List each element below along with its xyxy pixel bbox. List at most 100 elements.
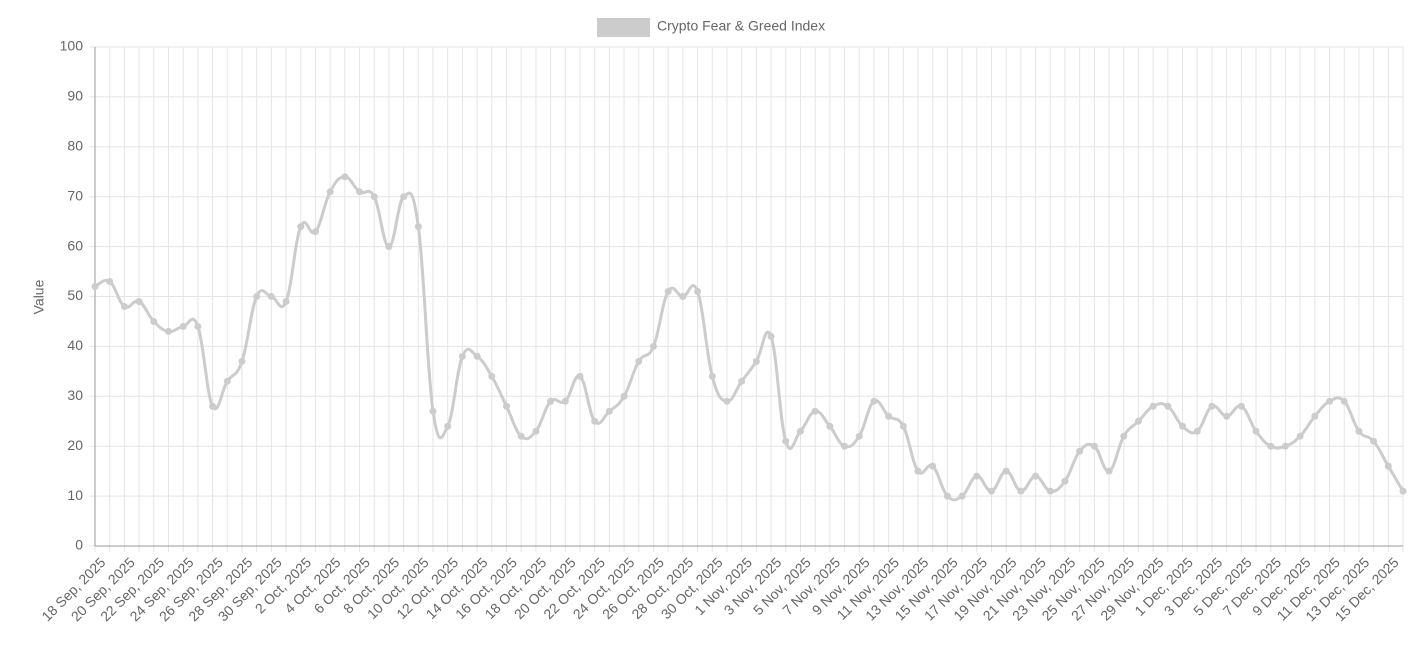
data-point [473,352,481,360]
data-point [1179,422,1187,430]
data-point [1017,487,1025,495]
data-point [326,188,334,196]
data-point [723,397,731,405]
data-point [91,283,99,291]
data-point [694,288,702,296]
data-point [973,472,981,480]
series-line [94,175,1405,502]
y-tick-label: 60 [67,237,83,253]
data-point [311,228,319,236]
data-point [1134,417,1142,425]
data-point [620,392,628,400]
data-point [356,188,364,196]
data-point [841,442,849,450]
data-point [488,372,496,380]
data-point [1223,412,1231,420]
y-tick-label: 100 [60,38,84,54]
y-tick-label: 70 [67,187,83,203]
data-point [1076,447,1084,455]
data-point [1208,402,1216,410]
data-point [517,432,525,440]
data-point [1296,432,1304,440]
data-point [1370,437,1378,445]
data-point [605,407,613,415]
data-point [1149,402,1157,410]
data-point [1399,487,1407,495]
data-point [708,372,716,380]
y-tick-label: 0 [75,537,83,553]
data-point [282,297,290,305]
data-point [194,322,202,330]
data-point [135,297,143,305]
data-point [106,278,114,286]
data-point [297,223,305,231]
data-point [899,422,907,430]
legend-label[interactable]: Crypto Fear & Greed Index [657,18,825,34]
data-point [341,173,349,181]
data-point [1120,432,1128,440]
data-point [1061,477,1069,485]
data-point [120,302,128,310]
y-tick-label: 90 [67,88,83,104]
data-point [503,402,511,410]
data-point [1046,487,1054,495]
y-tick-label: 50 [67,287,83,303]
data-point [547,397,555,405]
data-point [767,332,775,340]
y-tick-label: 10 [67,487,83,503]
data-point [1267,442,1275,450]
data-point [1252,427,1260,435]
data-point [1281,442,1289,450]
data-point [576,372,584,380]
data-point [400,193,408,201]
data-point [826,422,834,430]
data-point [987,487,995,495]
y-tick-label: 40 [67,337,83,353]
data-point [223,377,231,385]
y-tick-label: 30 [67,387,83,403]
data-point [1340,397,1348,405]
data-point [561,397,569,405]
data-point [1326,397,1334,405]
data-point [429,407,437,415]
y-tick-label: 20 [67,437,83,453]
data-point [1193,427,1201,435]
data-point [267,293,275,300]
data-point [870,397,878,405]
data-point [752,357,760,365]
data-point [738,377,746,385]
data-point [591,417,599,425]
data-point [164,327,172,335]
data-point [1164,402,1172,410]
y-tick-label: 80 [67,138,83,154]
data-point [635,357,643,365]
data-point [1002,467,1010,475]
data-point [458,352,466,360]
data-point [238,357,246,365]
data-point [649,342,657,350]
data-point [385,243,393,251]
data-point [679,293,687,300]
data-point [811,407,819,415]
data-point [1032,472,1040,480]
data-point [1105,467,1113,475]
data-point [782,437,790,445]
data-point [370,193,378,201]
data-point [1090,442,1098,450]
y-axis-title: Value [31,279,47,314]
data-point [664,288,672,296]
data-point [179,322,187,330]
data-point [1237,402,1245,410]
data-point [444,422,452,430]
data-point [1384,462,1392,470]
data-point [885,412,893,420]
legend-swatch[interactable] [597,18,650,37]
data-point [1311,412,1319,420]
data-point [150,317,158,325]
data-point [943,492,951,500]
data-point [958,492,966,500]
data-point [855,432,863,440]
data-point [929,462,937,470]
data-point [1355,427,1363,435]
